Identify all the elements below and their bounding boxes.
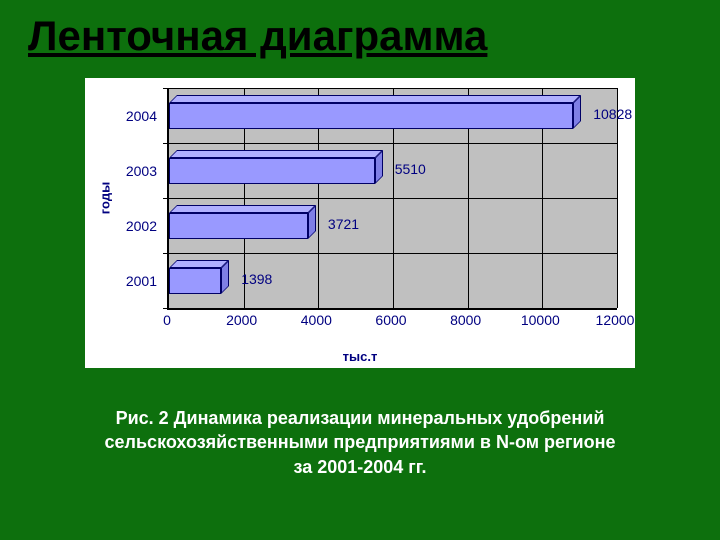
y-tick-label: 2004 xyxy=(85,108,157,124)
x-tick-label: 6000 xyxy=(375,312,406,328)
plot-area: 10828551037211398 xyxy=(167,88,617,310)
bar xyxy=(169,213,308,239)
x-axis-label: тыс.т xyxy=(343,349,378,364)
figure-caption: Рис. 2 Динамика реализации минеральных у… xyxy=(0,406,720,479)
page-title: Ленточная диаграмма xyxy=(0,0,720,60)
value-label: 1398 xyxy=(241,271,272,287)
bar-top-face xyxy=(169,205,316,213)
x-tick-label: 0 xyxy=(163,312,171,328)
caption-line-3: за 2001-2004 гг. xyxy=(294,457,427,477)
gridline xyxy=(169,88,617,89)
gridline xyxy=(169,143,617,144)
y-axis-label: годы xyxy=(98,182,113,214)
y-tick-label: 2003 xyxy=(85,163,157,179)
x-tick-label: 10000 xyxy=(521,312,560,328)
bar-side-face xyxy=(573,95,581,129)
y-tick-label: 2002 xyxy=(85,218,157,234)
bar xyxy=(169,158,375,184)
value-label: 3721 xyxy=(328,216,359,232)
gridline xyxy=(169,253,617,254)
x-tick-label: 2000 xyxy=(226,312,257,328)
gridline xyxy=(169,198,617,199)
bar xyxy=(169,268,221,294)
x-tick-label: 12000 xyxy=(596,312,635,328)
value-label: 10828 xyxy=(593,106,632,122)
bar-top-face xyxy=(169,150,383,158)
caption-line-2: сельскохозяйственными предприятиями в N-… xyxy=(105,432,616,452)
bar xyxy=(169,103,573,129)
bar-top-face xyxy=(169,260,229,268)
value-label: 5510 xyxy=(395,161,426,177)
caption-line-1: Рис. 2 Динамика реализации минеральных у… xyxy=(116,408,605,428)
y-tick-label: 2001 xyxy=(85,273,157,289)
x-tick-label: 8000 xyxy=(450,312,481,328)
chart-panel: годы 10828551037211398 2004200320022001 … xyxy=(85,78,635,368)
bar-top-face xyxy=(169,95,581,103)
x-tick-label: 4000 xyxy=(301,312,332,328)
